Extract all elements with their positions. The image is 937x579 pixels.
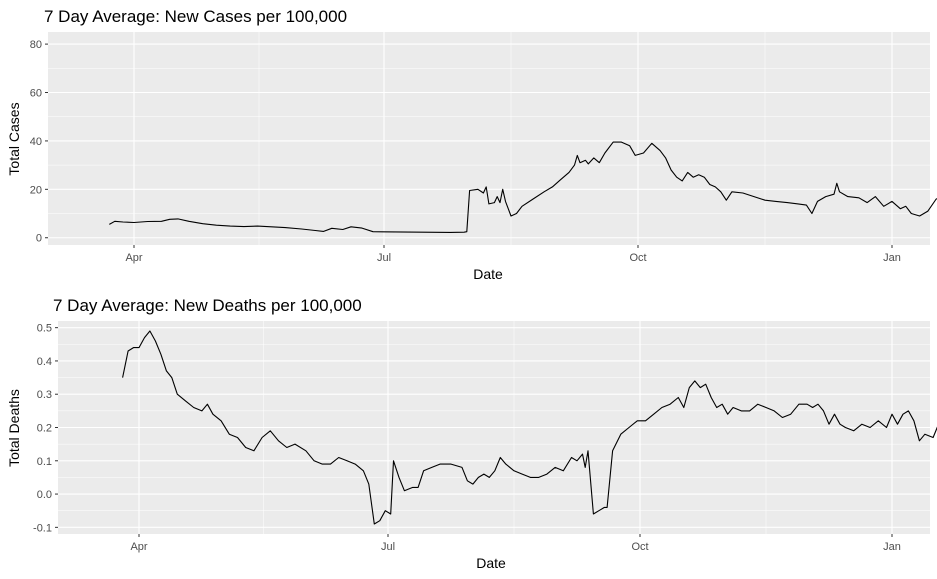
cases-x-tick-label: Apr: [125, 252, 142, 264]
deaths-chart: 7 Day Average: New Deaths per 100,000 Ap…: [6, 296, 937, 571]
cases-x-tick-label: Oct: [629, 252, 646, 264]
deaths-y-tick-label: 0.2: [37, 423, 52, 435]
deaths-y-tick-label: 0.4: [37, 356, 52, 368]
deaths-x-tick-label: Jan: [883, 541, 901, 553]
cases-x-tick-label: Jul: [377, 252, 391, 264]
deaths-x-tick-label: Apr: [130, 541, 147, 553]
deaths-y-tick-label: 0.5: [37, 323, 52, 335]
cases-x-axis-title: Date: [473, 266, 503, 282]
deaths-y-axis-title: Total Deaths: [6, 389, 22, 467]
cases-chart-title: 7 Day Average: New Cases per 100,000: [44, 7, 347, 26]
deaths-x-tick-label: Oct: [631, 541, 648, 553]
cases-x-tick-label: Jan: [883, 252, 901, 264]
cases-y-axis-title: Total Cases: [6, 102, 22, 175]
cases-plot-panel: [48, 32, 930, 245]
cases-y-tick-label: 20: [30, 184, 42, 196]
deaths-x-tick-label: Jul: [381, 541, 395, 553]
deaths-x-axis-title: Date: [476, 555, 506, 571]
deaths-y-tick-label: -0.1: [33, 522, 52, 534]
cases-chart: 7 Day Average: New Cases per 100,000 Apr…: [6, 7, 937, 282]
cases-y-tick-label: 0: [36, 233, 42, 245]
cases-y-tick-label: 60: [30, 88, 42, 100]
cases-y-tick-label: 80: [30, 39, 42, 51]
deaths-y-tick-label: 0.0: [37, 489, 52, 501]
cases-y-tick-label: 40: [30, 136, 42, 148]
deaths-y-tick-label: 0.3: [37, 389, 52, 401]
deaths-chart-title: 7 Day Average: New Deaths per 100,000: [53, 296, 362, 315]
deaths-y-tick-label: 0.1: [37, 456, 52, 468]
